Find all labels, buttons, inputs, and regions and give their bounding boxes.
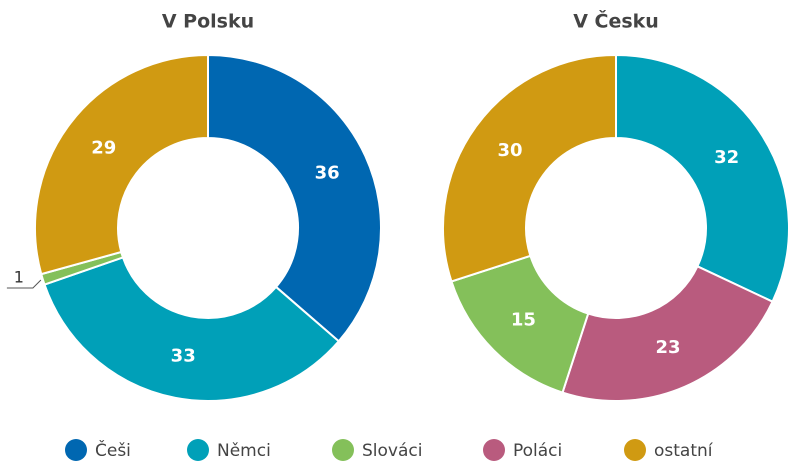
- slice: [43, 256, 341, 402]
- legend-label: Slováci: [362, 441, 422, 461]
- data-label: 1: [14, 267, 24, 286]
- legend-label: Češi: [95, 439, 131, 461]
- slice: [442, 53, 617, 283]
- legend-swatch: [624, 439, 646, 461]
- data-label: 32: [714, 147, 739, 168]
- data-label: 30: [497, 140, 522, 161]
- slice: [34, 53, 209, 276]
- data-label: 36: [315, 163, 340, 184]
- chart-title: V Česku: [573, 9, 659, 33]
- legend-swatch: [483, 439, 505, 461]
- legend-swatch: [65, 439, 87, 461]
- data-label: 23: [655, 337, 680, 358]
- data-label: 33: [171, 346, 196, 367]
- slice: [561, 264, 774, 402]
- legend-swatch: [332, 439, 354, 461]
- legend-label: Němci: [217, 441, 271, 461]
- leader-line: [6, 279, 42, 289]
- chart-title: V Polsku: [162, 11, 254, 33]
- slice: [207, 53, 382, 343]
- legend-swatch: [187, 439, 209, 461]
- data-label: 15: [511, 310, 536, 331]
- data-label: 29: [91, 138, 116, 159]
- legend-label: ostatní: [654, 441, 714, 461]
- slice: [615, 53, 790, 303]
- legend-label: Poláci: [513, 441, 562, 461]
